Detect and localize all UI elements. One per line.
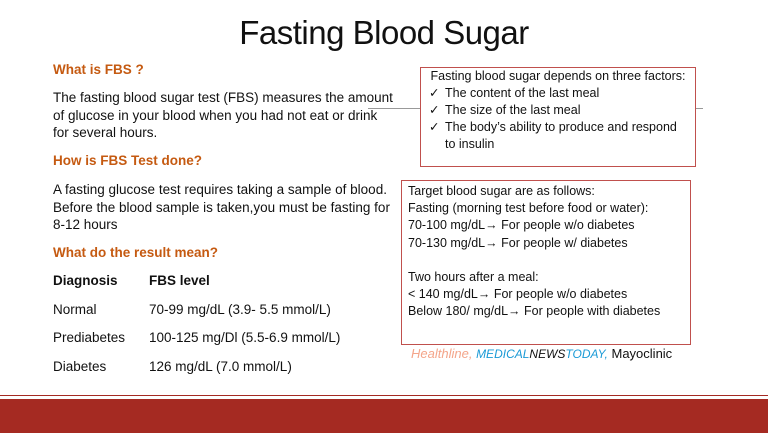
checklist-item: The size of the last meal <box>427 102 689 119</box>
targets-box: Target blood sugar are as follows: Fasti… <box>401 180 691 345</box>
checklist: The content of the last meal The size of… <box>427 85 689 153</box>
table-header: Diagnosis <box>53 273 118 288</box>
section-text: The fasting blood sugar test (FBS) measu… <box>53 90 393 140</box>
factors-box: Fasting blood sugar depends on three fac… <box>420 67 696 167</box>
section-text: A fasting glucose test requires taking a… <box>53 182 390 232</box>
footer-band <box>0 399 768 433</box>
table-cell: 100-125 mg/Dl (5.5-6.9 mmol/L) <box>149 330 341 345</box>
target-line: Target blood sugar are as follows: <box>408 184 595 198</box>
table-cell: 70-99 mg/dL (3.9- 5.5 mmol/L) <box>149 302 331 317</box>
table-cell: 126 mg/dL (7.0 mmol/L) <box>149 359 292 374</box>
checklist-item: The content of the last meal <box>427 85 689 102</box>
table-cell: Normal <box>53 302 97 317</box>
table-cell: Diabetes <box>53 359 107 374</box>
table-header: FBS level <box>149 273 210 288</box>
section-heading: How is FBS Test done? <box>53 153 203 168</box>
checklist-item: The body’s ability to produce and respon… <box>427 119 689 153</box>
section-heading: What is FBS ? <box>53 62 144 77</box>
target-line: 70-130 mg/dL→ For people w/ diabetes <box>408 235 628 250</box>
section-heading: What do the result mean? <box>53 245 219 260</box>
target-line: < 140 mg/dL→ For people w/o diabetes <box>408 287 628 302</box>
target-line: 70-100 mg/dL→ For people w/o diabetes <box>408 218 635 233</box>
target-line: Below 180/ mg/dL→ For people with diabet… <box>408 304 661 319</box>
source: Medical <box>476 347 530 361</box>
source: Healthline, <box>411 346 473 361</box>
box-title: Fasting blood sugar depends on three fac… <box>430 69 686 83</box>
source: Today, <box>565 347 608 361</box>
table-cell: Prediabetes <box>53 330 126 345</box>
sources: Healthline, MedicalNewsToday, Mayoclinic <box>411 346 672 361</box>
target-line: Two hours after a meal: <box>408 270 539 284</box>
source: Mayoclinic <box>611 346 673 361</box>
slide-title: Fasting Blood Sugar <box>239 14 529 51</box>
footer-line <box>0 395 768 396</box>
target-line: Fasting (morning test before food or wat… <box>408 201 649 216</box>
source: News <box>529 347 566 361</box>
spacer <box>408 252 684 269</box>
